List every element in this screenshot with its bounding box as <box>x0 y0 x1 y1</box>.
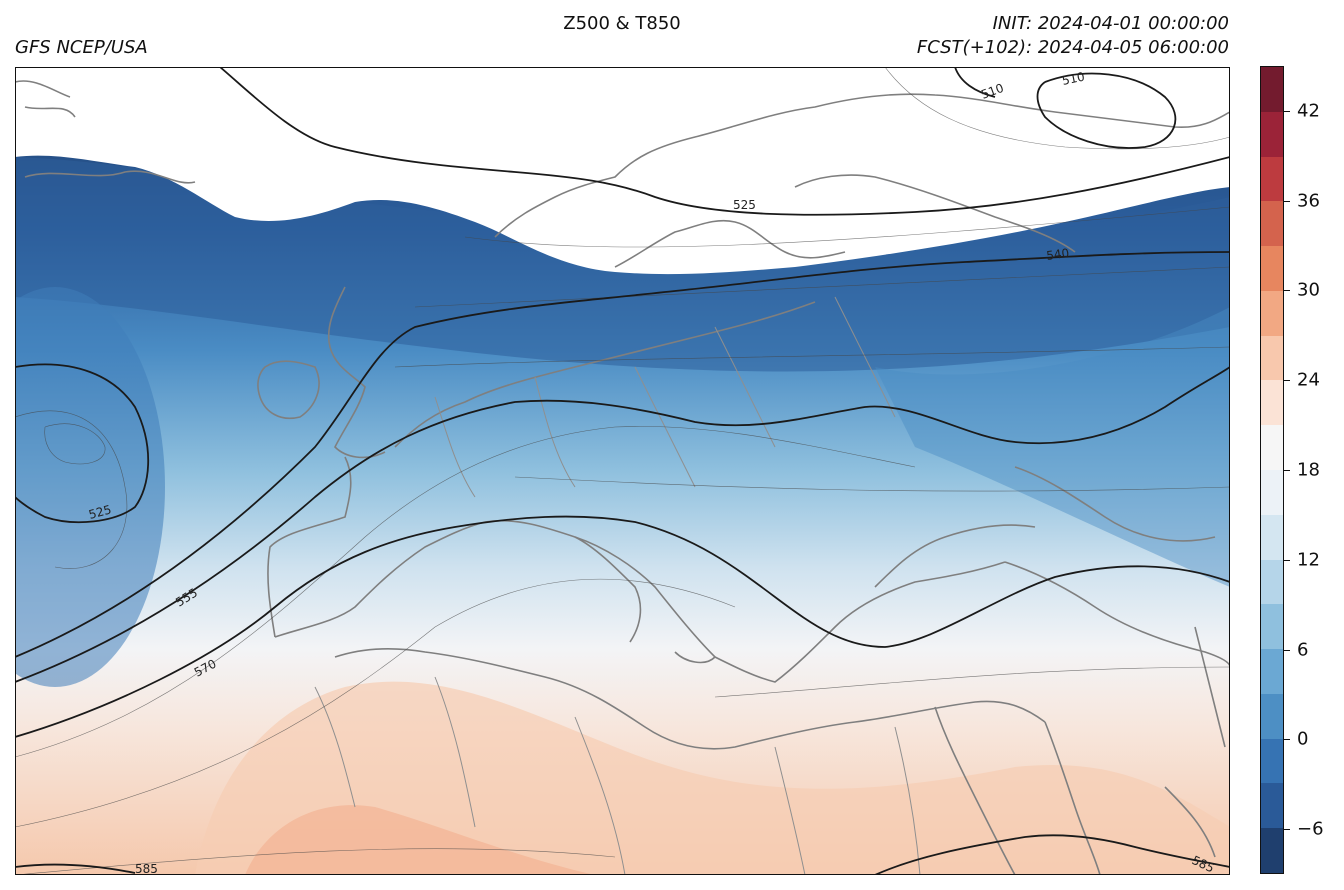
colorbar <box>1260 66 1284 874</box>
colorbar-segment <box>1261 514 1283 560</box>
colorbar-tick-label: 36 <box>1297 190 1320 212</box>
chart-title: Z500 & T850 <box>563 13 681 34</box>
colorbar-tick-label: −6 <box>1297 818 1324 840</box>
colorbar-tick <box>1284 739 1290 741</box>
colorbar-segment <box>1261 693 1283 739</box>
colorbar-tick-label: 24 <box>1297 369 1320 391</box>
contour-570 <box>15 515 1230 738</box>
colorbar-tick <box>1284 829 1290 831</box>
country-borders <box>314 296 921 875</box>
colorbar-segment <box>1261 155 1283 202</box>
colorbar-tick <box>1284 470 1290 471</box>
model-label: GFS NCEP/USA <box>15 37 148 58</box>
colorbar-segment <box>1261 111 1283 157</box>
colorbar-segment <box>1261 245 1283 291</box>
contour-585-right <box>874 834 1230 875</box>
forecast-time: FCST(+102): 2024-04-05 06:00:00 <box>916 37 1229 58</box>
contour-540 <box>15 251 1230 658</box>
contour-510-ring <box>1036 72 1177 149</box>
colorbar-tick <box>1284 380 1290 382</box>
map-svg: 510 510 525 525 540 555 570 585 585 <box>15 67 1230 875</box>
colorbar-tick-label: 0 <box>1297 728 1309 750</box>
colorbar-segment <box>1261 67 1283 112</box>
colorbar-segment <box>1261 782 1283 829</box>
contour-510-left <box>954 67 996 98</box>
contour-585-left <box>15 863 136 874</box>
colorbar-segment <box>1261 648 1283 694</box>
colorbar-segment <box>1261 290 1283 336</box>
z500-contours <box>15 67 1230 875</box>
coastlines <box>15 80 1230 875</box>
colorbar-tick-label: 42 <box>1297 100 1320 122</box>
init-time: INIT: 2024-04-01 00:00:00 <box>992 13 1229 34</box>
colorbar-tick-label: 30 <box>1297 279 1320 301</box>
cold-pool-west <box>15 287 165 687</box>
colorbar-tick <box>1284 290 1290 292</box>
colorbar-tick <box>1284 110 1290 112</box>
colorbar-tick <box>1284 649 1290 651</box>
contour-525-west <box>15 363 150 524</box>
colorbar-segment <box>1261 469 1283 515</box>
colorbar-tick-label: 18 <box>1297 459 1320 481</box>
warm-region-africa <box>195 681 1230 875</box>
colorbar-segment <box>1261 424 1283 470</box>
contour-label-525-a: 525 <box>733 198 756 212</box>
colorbar-segment <box>1261 827 1283 873</box>
warm-core <box>245 805 595 875</box>
contour-label-525-b: 525 <box>87 502 113 521</box>
colorbar-tick-label: 6 <box>1297 639 1309 661</box>
colorbar-tick-label: 12 <box>1297 549 1320 571</box>
contour-555 <box>15 366 1230 683</box>
contour-label-510-b: 510 <box>1061 69 1086 87</box>
colorbar-segment <box>1261 603 1283 650</box>
colorbar-segment <box>1261 200 1283 247</box>
contour-label-585-a: 585 <box>135 862 158 875</box>
cold-tongue-east <box>875 307 1230 587</box>
colorbar-segment <box>1261 379 1283 426</box>
contour-label-540: 540 <box>1045 246 1070 263</box>
colorbar-tick <box>1284 559 1290 561</box>
colorbar-segment <box>1261 738 1283 784</box>
colorbar-segment <box>1261 558 1283 605</box>
contour-525-north <box>219 67 1230 216</box>
weather-map: 510 510 525 525 540 555 570 585 585 <box>15 67 1230 875</box>
colorbar-tick <box>1284 200 1290 202</box>
colorbar-segment <box>1261 335 1283 381</box>
